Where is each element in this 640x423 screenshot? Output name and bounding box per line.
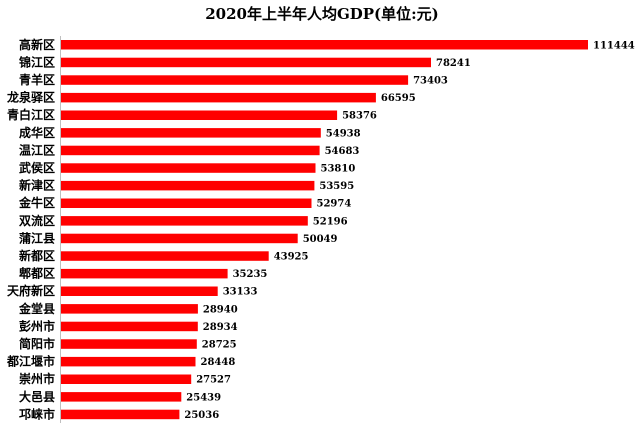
- bar: [61, 128, 321, 138]
- category-label: 成华区: [19, 125, 55, 140]
- category-label: 天府新区: [7, 283, 55, 298]
- data-label: 54938: [326, 128, 361, 139]
- bar: [61, 304, 198, 314]
- bar: [61, 216, 308, 226]
- bar: [61, 251, 269, 261]
- data-label: 27527: [196, 375, 231, 386]
- category-label: 锦江区: [19, 54, 55, 69]
- category-label: 青白江区: [7, 107, 55, 122]
- bar: [61, 40, 588, 50]
- data-label: 28448: [201, 357, 236, 368]
- bar: [61, 339, 197, 349]
- bar: [61, 180, 315, 191]
- category-label: 新都区: [19, 248, 55, 263]
- bar: [61, 163, 316, 173]
- category-label: 金堂县: [18, 301, 55, 316]
- bar: [61, 92, 376, 103]
- category-label: 都江堰市: [6, 354, 55, 369]
- category-label: 邛崃市: [19, 406, 55, 421]
- data-label: 53595: [319, 181, 354, 192]
- bar: [61, 321, 198, 332]
- category-label: 金牛区: [18, 195, 55, 210]
- data-label: 43925: [274, 252, 309, 263]
- category-label: 青羊区: [19, 72, 55, 87]
- category-label: 郫都区: [19, 266, 55, 281]
- category-label: 简阳市: [19, 336, 55, 351]
- data-label: 25036: [184, 410, 219, 421]
- bar: [61, 268, 228, 279]
- bar: [61, 374, 192, 384]
- category-label: 大邑县: [19, 389, 55, 404]
- data-label: 53810: [321, 164, 356, 175]
- bar: [61, 286, 218, 296]
- data-label: 52196: [313, 216, 348, 227]
- category-label: 蒲江县: [19, 230, 55, 245]
- bar: [61, 356, 196, 367]
- category-label: 高新区: [19, 37, 55, 52]
- category-label: 崇州市: [19, 371, 55, 386]
- data-label: 28934: [203, 322, 238, 333]
- bar: [61, 75, 409, 85]
- category-label: 龙泉驿区: [7, 90, 55, 105]
- category-label: 双流区: [19, 213, 55, 228]
- category-label: 彭州市: [19, 318, 55, 333]
- bar: [61, 198, 312, 208]
- data-label: 73403: [413, 76, 448, 87]
- bar: [61, 409, 180, 420]
- category-label: 新津区: [19, 178, 55, 193]
- bar: [61, 392, 182, 402]
- data-label: 54683: [325, 146, 360, 157]
- category-label: 武侯区: [19, 160, 55, 175]
- data-label: 28725: [202, 340, 237, 351]
- chart-title: 2020年上半年人均GDP(单位:元): [205, 5, 439, 23]
- bar: [61, 57, 431, 68]
- data-label: 33133: [223, 287, 258, 298]
- data-label: 58376: [342, 111, 377, 122]
- data-label: 28940: [203, 304, 238, 315]
- data-label: 35235: [233, 269, 268, 280]
- data-label: 50049: [303, 234, 338, 245]
- data-label: 111444: [593, 40, 635, 51]
- bars: 高新区 111444 锦江区 78241 青羊区 73403 龙泉驿区 66595 青白江区 58…: [6, 37, 635, 422]
- data-label: 78241: [436, 58, 471, 69]
- data-label: 66595: [381, 93, 416, 104]
- data-label: 52974: [317, 199, 352, 210]
- category-label: 温江区: [19, 142, 55, 157]
- bar: [61, 145, 320, 156]
- bar: [61, 110, 338, 120]
- data-label: 25439: [186, 392, 221, 403]
- bar: [61, 233, 298, 244]
